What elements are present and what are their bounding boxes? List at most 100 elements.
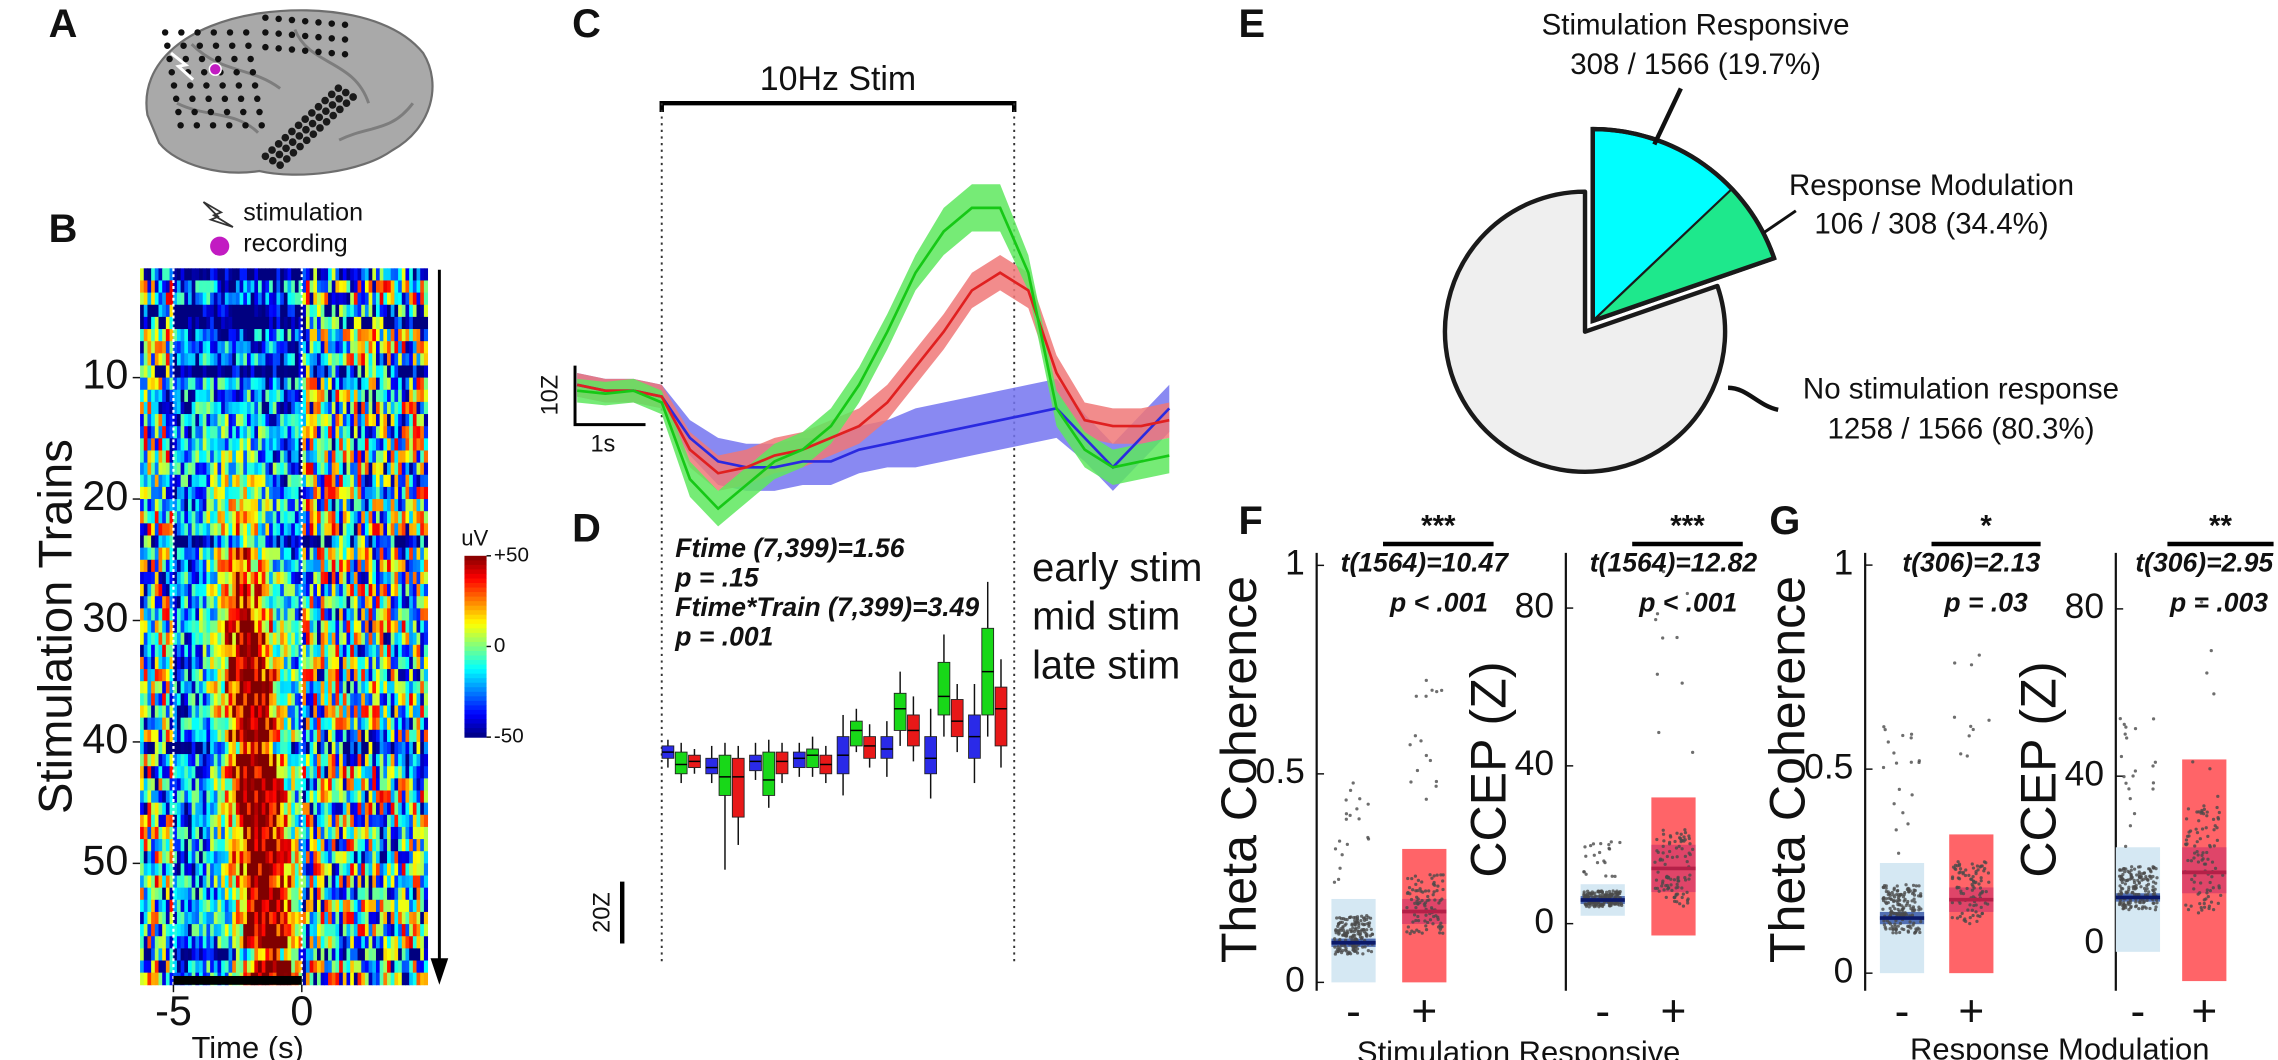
heatmap-cell xyxy=(195,268,200,281)
heatmap-cell xyxy=(258,644,263,658)
heatmap-cell xyxy=(423,341,429,354)
heatmap-cell xyxy=(379,316,384,330)
heatmap-cell xyxy=(313,766,318,779)
heatmap-cell xyxy=(317,960,322,974)
heatmap-cell xyxy=(217,341,222,354)
heatmap-cell xyxy=(147,280,152,294)
heatmap-cell xyxy=(383,535,388,549)
heatmap-cell xyxy=(191,389,196,403)
heatmap-cell xyxy=(221,377,226,391)
heatmap-cell xyxy=(165,754,171,767)
heatmap-cell xyxy=(309,705,314,719)
heatmap-cell xyxy=(276,936,281,949)
heatmap-cell xyxy=(357,839,362,852)
heatmap-cell xyxy=(416,948,421,961)
heatmap-cell xyxy=(302,924,307,937)
heatmap-cell xyxy=(398,656,403,670)
heatmap-cell xyxy=(169,329,174,342)
heatmap-cell xyxy=(416,936,421,949)
heatmap-cell xyxy=(165,608,171,621)
heatmap-cell xyxy=(239,948,244,961)
heatmap-cell xyxy=(372,681,377,694)
heatmap-cell xyxy=(246,329,252,342)
heatmap-cell xyxy=(331,644,336,658)
heatmap-cell xyxy=(346,863,351,876)
heatmap-cell xyxy=(206,523,211,536)
legend-label: early stim xyxy=(1032,546,1202,590)
heatmap-cell xyxy=(331,280,336,294)
heatmap-cell xyxy=(379,754,384,767)
heatmap-cell xyxy=(269,426,274,439)
heatmap-cell xyxy=(224,911,229,925)
heatmap-cell xyxy=(416,741,421,755)
heatmap-cell xyxy=(221,693,226,706)
heatmap-cell xyxy=(420,790,425,804)
heatmap-cell xyxy=(176,693,182,706)
heatmap-cell xyxy=(232,559,237,573)
heatmap-cell xyxy=(246,754,252,767)
heatmap-cell xyxy=(224,960,229,974)
heatmap-cell xyxy=(335,911,340,925)
heatmap-cell xyxy=(191,741,196,755)
heatmap-cell xyxy=(151,486,156,500)
heatmap-cell xyxy=(184,280,189,294)
heatmap-cell xyxy=(258,826,263,840)
heatmap-cell xyxy=(361,462,366,476)
heatmap-cell xyxy=(412,693,417,706)
heatmap-cell xyxy=(276,353,281,366)
heatmap-cell xyxy=(412,924,417,937)
heatmap-cell xyxy=(331,571,336,585)
heatmap-cell xyxy=(313,584,318,597)
heatmap-cell xyxy=(287,936,292,949)
heatmap-cell xyxy=(176,656,182,670)
heatmap-cell xyxy=(221,462,226,476)
heatmap-cell xyxy=(398,632,403,646)
heatmap-cell xyxy=(165,486,171,500)
heatmap-cell xyxy=(313,656,318,670)
heatmap-cell xyxy=(154,741,159,755)
heatmap-cell xyxy=(423,377,429,391)
heatmap-cell xyxy=(423,887,429,901)
heatmap-cell xyxy=(309,669,314,682)
heatmap-cell xyxy=(169,960,174,974)
heatmap-cell xyxy=(228,924,233,937)
heatmap-cell xyxy=(228,717,233,731)
heatmap-cell xyxy=(217,571,222,585)
heatmap-cell xyxy=(405,547,410,561)
heatmap-cell xyxy=(176,584,182,597)
heatmap-cell xyxy=(412,656,417,670)
heatmap-cell xyxy=(390,474,395,488)
heatmap-cell xyxy=(276,924,281,937)
heatmap-cell xyxy=(221,814,226,828)
heatmap-cell xyxy=(409,741,414,755)
heatmap-cell xyxy=(305,826,311,840)
heatmap-cell xyxy=(335,341,340,354)
heatmap-cell xyxy=(420,644,425,658)
heatmap-cell xyxy=(158,571,163,585)
heatmap-cell xyxy=(199,329,204,342)
heatmap-cell xyxy=(147,948,152,961)
heatmap-cell xyxy=(401,911,406,925)
heatmap-cell xyxy=(416,875,421,889)
heatmap-cell xyxy=(154,814,159,828)
heatmap-cell xyxy=(184,304,189,318)
heatmap-cell xyxy=(210,499,215,512)
heatmap-cell xyxy=(210,863,215,876)
heatmap-cell xyxy=(140,911,145,925)
heatmap-cell xyxy=(339,802,344,816)
heatmap-cell xyxy=(353,353,358,366)
heatmap-cell xyxy=(173,644,178,658)
heatmap-cell xyxy=(195,681,200,694)
heatmap-cell xyxy=(228,329,233,342)
heatmap-cell xyxy=(364,474,370,488)
heatmap-cell xyxy=(423,280,429,294)
heatmap-cell xyxy=(405,462,410,476)
heatmap-cell xyxy=(195,304,200,318)
heatmap-cell xyxy=(187,462,193,476)
heatmap-cell xyxy=(140,644,145,658)
heatmap-cell xyxy=(258,292,263,306)
heatmap-cell xyxy=(390,644,395,658)
heatmap-cell xyxy=(224,268,229,281)
heatmap-cell xyxy=(412,486,417,500)
heatmap-cell xyxy=(287,377,292,391)
